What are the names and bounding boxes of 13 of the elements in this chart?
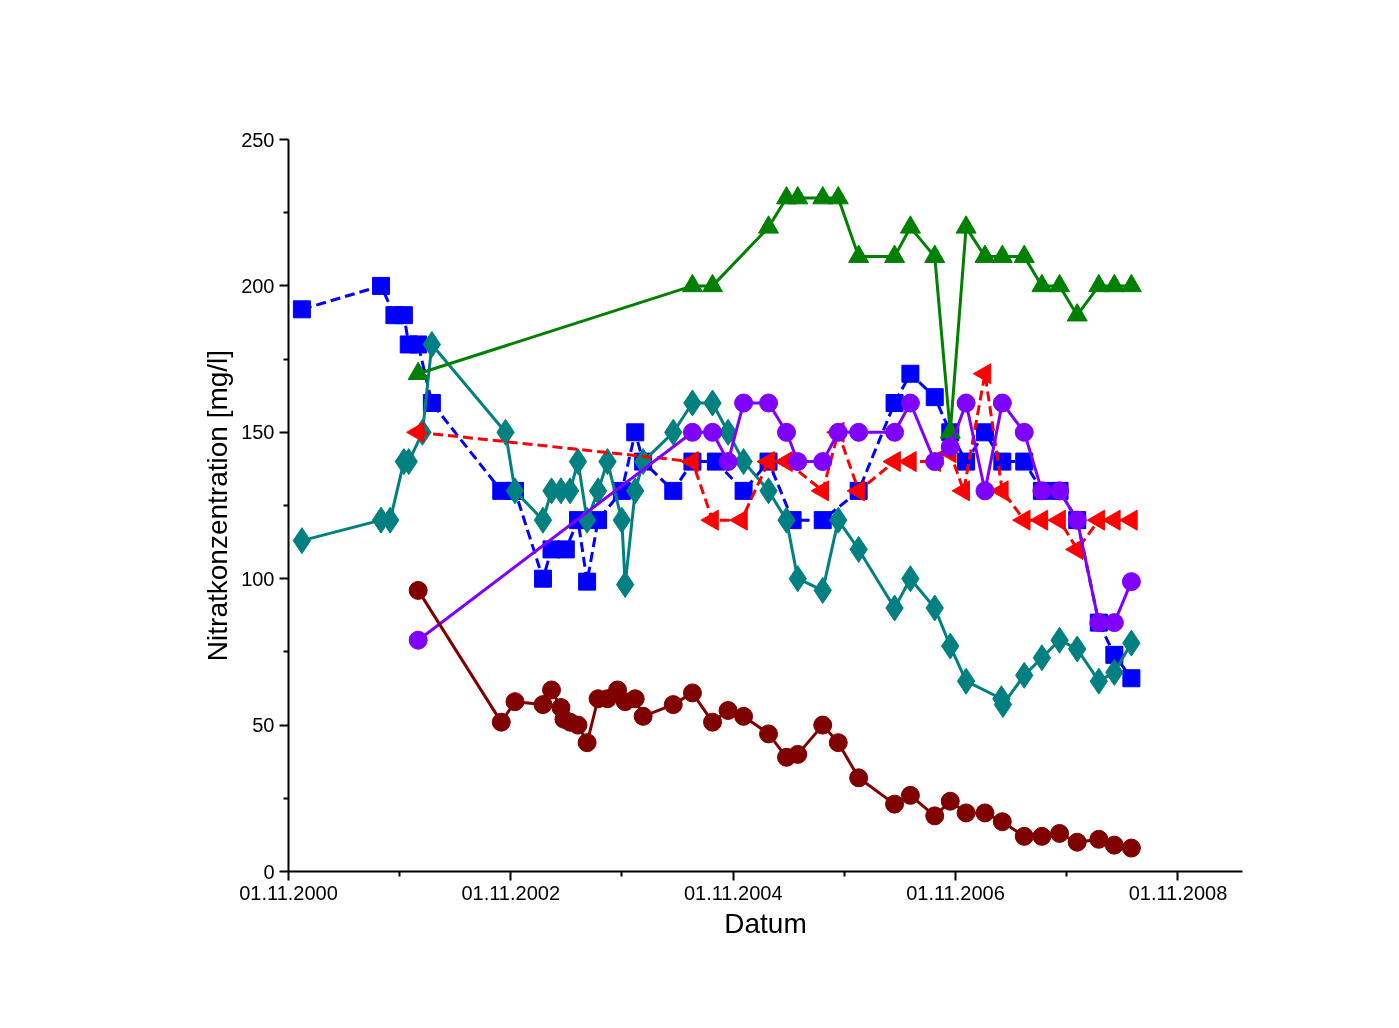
y-tick-label: 0 — [263, 860, 275, 883]
y-tick-label: 100 — [241, 567, 275, 590]
x-axis-title: Datum — [724, 907, 807, 939]
y-axis-title: Nitratkonzentration [mg/l] — [202, 349, 234, 662]
x-tick-label: 01.11.2004 — [683, 881, 783, 904]
x-tick-label: 01.11.2008 — [1128, 881, 1228, 904]
x-tick-label: 01.11.2000 — [239, 881, 338, 904]
y-tick-label: 250 — [241, 128, 275, 151]
y-tick-label: 50 — [252, 714, 275, 737]
y-tick-label: 150 — [241, 421, 275, 444]
x-tick-label: 01.11.2006 — [906, 881, 1005, 904]
y-tick-label: 200 — [241, 274, 275, 297]
x-tick-label: 01.11.2002 — [461, 881, 561, 904]
